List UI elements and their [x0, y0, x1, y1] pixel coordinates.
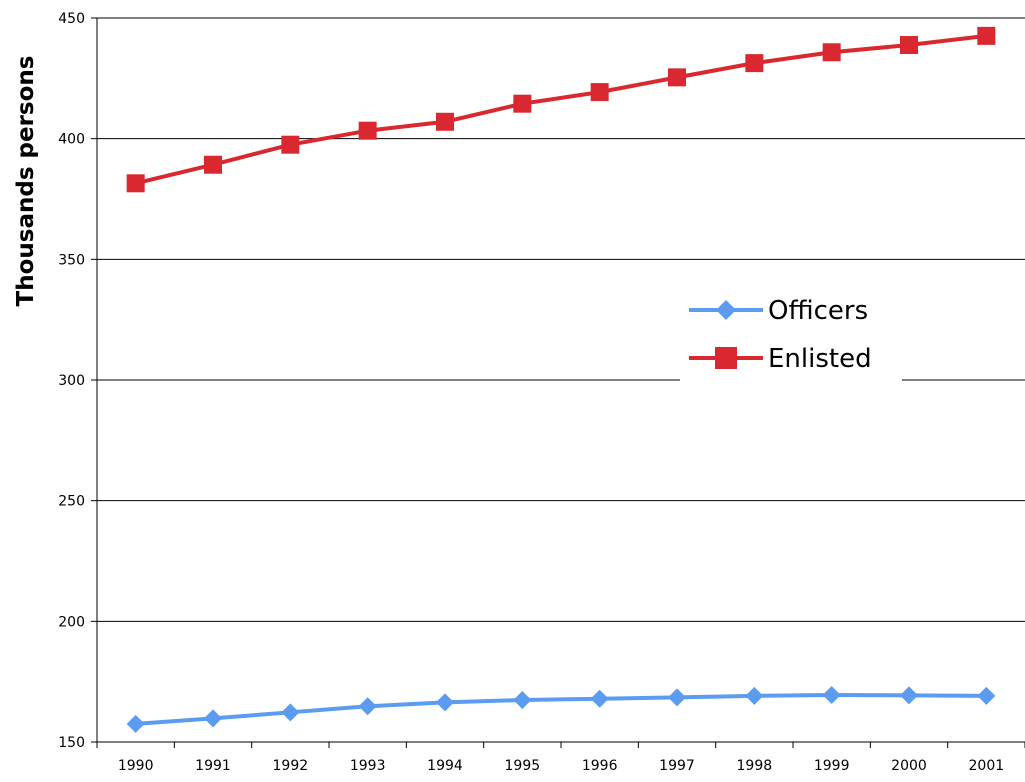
legend-marker-officers — [716, 300, 736, 320]
x-tick-label-1999: 1999 — [814, 758, 850, 774]
enlisted-point-1991 — [204, 155, 222, 174]
enlisted-point-1995 — [513, 94, 532, 113]
enlisted-point-1992 — [281, 135, 300, 154]
x-tick-label-2001: 2001 — [969, 758, 1005, 774]
officers-point-1997 — [668, 688, 686, 707]
x-tick-labels: 1990 1991 1992 1993 1994 1995 1996 1997 1998 1999… — [118, 758, 1004, 774]
enlisted-point-1998 — [745, 54, 764, 73]
y-tick-label-450: 450 — [58, 11, 85, 27]
gridlines — [97, 17, 1025, 622]
x-tick-label-1997: 1997 — [659, 758, 695, 774]
series-officers — [126, 685, 996, 733]
x-tick-label-1998: 1998 — [737, 758, 773, 774]
officers-point-1998 — [745, 686, 764, 705]
y-tick-label-400: 400 — [58, 132, 85, 148]
legend-label-enlisted: Enlisted — [768, 344, 872, 374]
officers-point-1991 — [204, 709, 222, 728]
enlisted-point-1999 — [822, 43, 841, 62]
legend-marker-enlisted — [715, 347, 737, 369]
series-line-officers — [135, 692, 987, 726]
x-tick-label-1994: 1994 — [427, 758, 463, 774]
officers-point-1996 — [590, 689, 609, 708]
y-tick-labels: 150 200 250 300 350 400 450 — [58, 11, 85, 751]
y-tick-label-150: 150 — [58, 735, 85, 751]
enlisted-point-1997 — [668, 68, 686, 87]
officers-point-1990 — [126, 714, 145, 733]
series-enlisted — [126, 26, 996, 193]
enlisted-point-1996 — [590, 83, 609, 102]
x-tick-label-1990: 1990 — [118, 758, 154, 774]
y-tick-label-300: 300 — [58, 373, 85, 389]
officers-point-1992 — [281, 703, 300, 722]
legend: Officers Enlisted — [680, 283, 902, 383]
x-tick-label-1991: 1991 — [195, 758, 231, 774]
officers-point-2000 — [900, 686, 918, 705]
series-group — [126, 26, 996, 733]
officers-point-2001 — [977, 686, 996, 705]
y-axis-title: Thousands persons — [13, 56, 39, 307]
officers-point-1995 — [513, 691, 532, 710]
x-tick-label-1995: 1995 — [505, 758, 541, 774]
officers-point-1999 — [822, 685, 841, 704]
x-tick-label-1996: 1996 — [582, 758, 618, 774]
enlisted-point-2000 — [900, 36, 918, 55]
officers-point-1993 — [358, 697, 377, 716]
y-tick-label-350: 350 — [58, 252, 85, 268]
officers-point-1994 — [436, 693, 454, 712]
enlisted-point-2001 — [977, 26, 996, 45]
y-tick-label-200: 200 — [58, 614, 85, 630]
enlisted-point-1993 — [358, 121, 377, 140]
x-tick-label-1993: 1993 — [350, 758, 386, 774]
y-tick-label-250: 250 — [58, 494, 85, 510]
x-tick-label-2000: 2000 — [891, 758, 927, 774]
enlisted-point-1990 — [126, 174, 145, 193]
axes — [91, 17, 1025, 748]
x-tick-label-1992: 1992 — [273, 758, 309, 774]
enlisted-point-1994 — [436, 112, 454, 131]
legend-label-officers: Officers — [768, 296, 868, 326]
series-line-enlisted — [135, 33, 987, 186]
